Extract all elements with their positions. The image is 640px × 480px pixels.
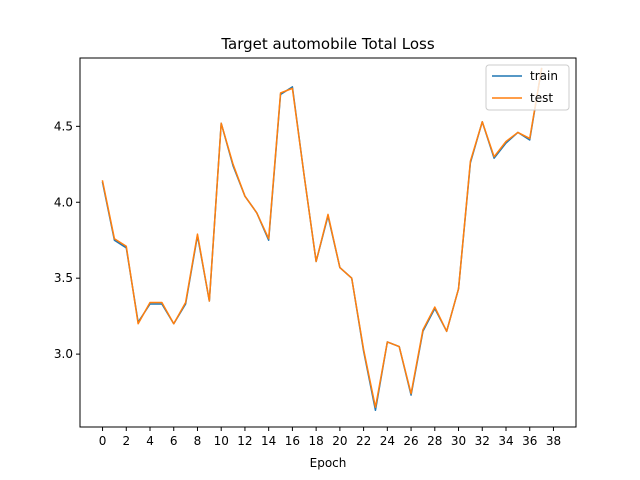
y-tick-label: 3.5 bbox=[54, 271, 73, 285]
x-tick-label: 26 bbox=[403, 434, 418, 448]
x-tick-label: 18 bbox=[308, 434, 323, 448]
series-lines bbox=[101, 67, 543, 412]
x-tick-label: 22 bbox=[356, 434, 371, 448]
x-axis: 0 2 4 6 8 10 12 14 16 18 20 22 24 26 28 30 32 34 36 38 bbox=[99, 427, 561, 448]
x-tick-label: 32 bbox=[475, 434, 490, 448]
plot-area bbox=[80, 58, 576, 427]
x-tick-label: 2 bbox=[122, 434, 130, 448]
x-tick-label: 10 bbox=[214, 434, 229, 448]
plot-frame bbox=[79, 57, 577, 428]
x-axis-label: Epoch bbox=[310, 456, 347, 470]
x-tick-label: 28 bbox=[427, 434, 442, 448]
y-tick-label: 4.0 bbox=[54, 195, 73, 209]
y-axis: 3.0 3.5 4.0 4.5 bbox=[54, 119, 80, 361]
x-tick-label: 4 bbox=[146, 434, 154, 448]
x-tick-label: 20 bbox=[332, 434, 347, 448]
x-tick-label: 16 bbox=[285, 434, 300, 448]
x-tick-label: 34 bbox=[498, 434, 513, 448]
chart-title: Target automobile Total Loss bbox=[220, 35, 434, 53]
x-tick-label: 36 bbox=[522, 434, 537, 448]
x-tick-label: 24 bbox=[380, 434, 395, 448]
legend-label-test: test bbox=[530, 91, 553, 105]
x-tick-label: 12 bbox=[237, 434, 252, 448]
x-tick-label: 6 bbox=[170, 434, 178, 448]
x-tick-label: 14 bbox=[261, 434, 276, 448]
x-tick-label: 38 bbox=[546, 434, 561, 448]
x-tick-label: 0 bbox=[99, 434, 107, 448]
legend: train test bbox=[485, 64, 570, 111]
x-tick-label: 8 bbox=[194, 434, 202, 448]
x-tick-label: 30 bbox=[451, 434, 466, 448]
y-tick-label: 4.5 bbox=[54, 119, 73, 133]
y-tick-label: 3.0 bbox=[54, 347, 73, 361]
series-line-test bbox=[101, 67, 543, 409]
legend-label-train: train bbox=[530, 69, 558, 83]
